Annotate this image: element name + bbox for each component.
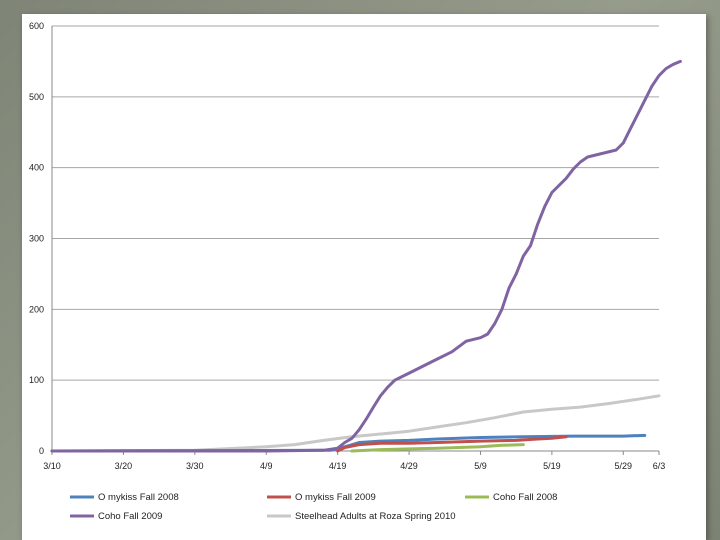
series-line-1 xyxy=(336,435,568,453)
legend: O mykiss Fall 2008 O mykiss Fall 2009 Coho… xyxy=(70,492,557,522)
series-lines xyxy=(50,59,682,453)
x-tick-label: 4/19 xyxy=(329,461,347,471)
x-tick-label: 5/29 xyxy=(615,461,633,471)
x-tick-label: 6/3 xyxy=(653,461,666,471)
y-tick-label: 600 xyxy=(29,21,44,31)
x-axis-ticks: 3/10 3/20 3/30 4/9 4/19 4/29 5/9 5/19 5/29 6/3 xyxy=(43,451,665,471)
gridlines xyxy=(51,25,659,452)
y-tick-label: 200 xyxy=(29,304,44,314)
legend-label: Coho Fall 2009 xyxy=(98,511,162,522)
legend-label: Steelhead Adults at Roza Spring 2010 xyxy=(295,511,456,522)
chart-panel: 0 100 200 300 400 500 600 3/10 3/20 3/30 4/9 4/19 4… xyxy=(22,14,706,540)
legend-label: O mykiss Fall 2008 xyxy=(98,492,179,503)
legend-label: Coho Fall 2008 xyxy=(493,492,557,503)
x-tick-label: 3/30 xyxy=(186,461,204,471)
x-tick-label: 5/19 xyxy=(543,461,561,471)
series-line-2 xyxy=(350,443,525,453)
y-tick-label: 400 xyxy=(29,163,44,173)
y-tick-label: 100 xyxy=(29,375,44,385)
y-tick-label: 300 xyxy=(29,234,44,244)
y-axis-ticks: 0 100 200 300 400 500 600 xyxy=(29,21,44,456)
y-tick-label: 0 xyxy=(39,446,44,456)
x-tick-label: 4/29 xyxy=(400,461,418,471)
x-tick-label: 3/20 xyxy=(115,461,133,471)
line-chart: 0 100 200 300 400 500 600 3/10 3/20 3/30 4/9 4/19 4… xyxy=(29,21,682,522)
x-tick-label: 3/10 xyxy=(43,461,61,471)
series-line-4 xyxy=(50,394,661,453)
series-line-3 xyxy=(50,59,682,453)
legend-label: O mykiss Fall 2009 xyxy=(295,492,376,503)
x-tick-label: 4/9 xyxy=(260,461,273,471)
y-tick-label: 500 xyxy=(29,92,44,102)
x-tick-label: 5/9 xyxy=(474,461,487,471)
